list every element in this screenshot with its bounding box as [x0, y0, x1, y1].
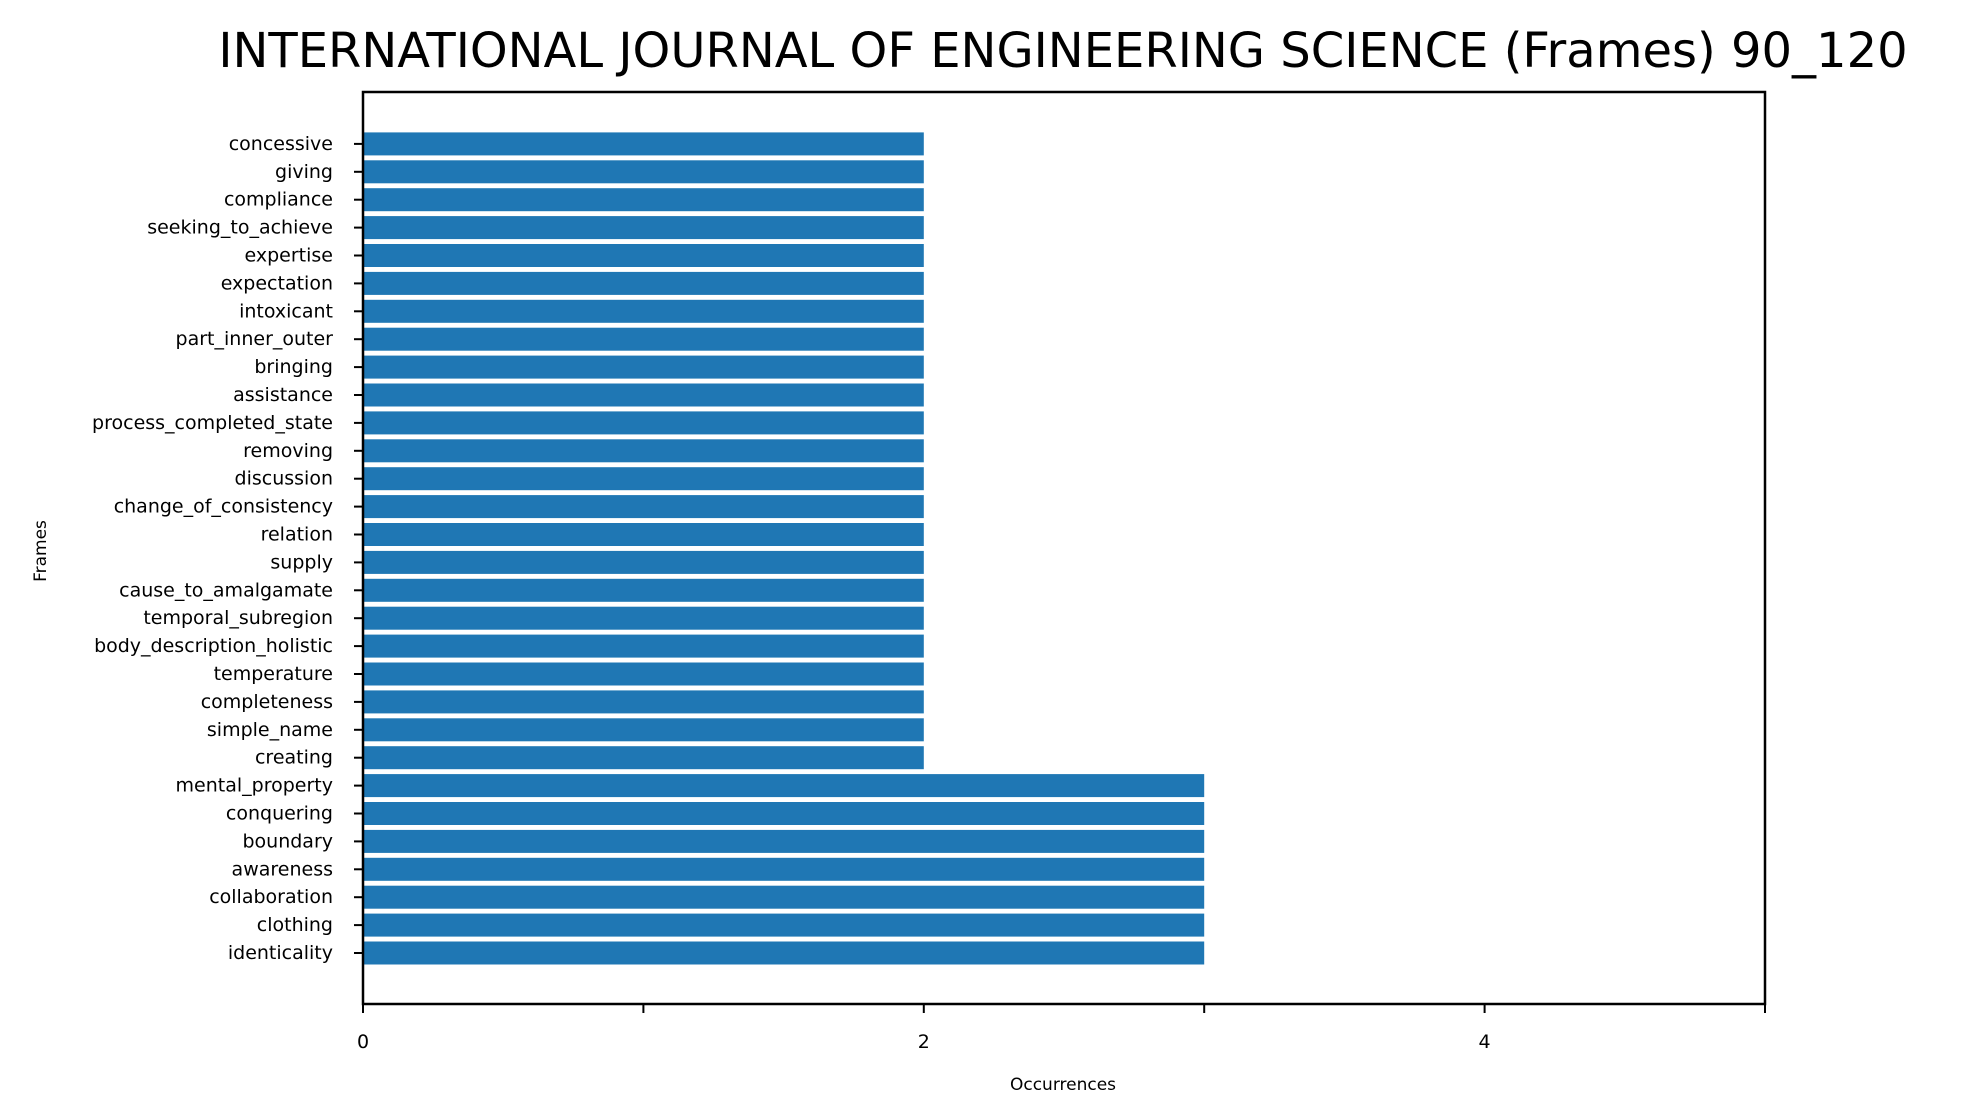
- y-tick-label-expectation: expectation: [221, 272, 333, 294]
- chart-title: INTERNATIONAL JOURNAL OF ENGINEERING SCI…: [218, 23, 1907, 79]
- bar-conquering: [363, 802, 1205, 825]
- bar-expectation: [363, 271, 924, 295]
- bar-giving: [363, 160, 924, 184]
- bar-clothing: [363, 913, 1205, 937]
- x-tick-label-2: 2: [918, 1031, 930, 1053]
- y-tick-label-discussion: discussion: [235, 468, 333, 490]
- bar-process_completed_state: [363, 411, 924, 435]
- y-tick-label-seeking_to_achieve: seeking_to_achieve: [147, 217, 333, 239]
- y-tick-label-simple_name: simple_name: [207, 719, 333, 741]
- y-tick-label-concessive: concessive: [229, 133, 333, 155]
- y-tick-label-clothing: clothing: [257, 914, 333, 936]
- y-tick-label-body_description_holistic: body_description_holistic: [94, 635, 333, 657]
- y-tick-label-removing: removing: [243, 440, 333, 462]
- y-tick-label-cause_to_amalgamate: cause_to_amalgamate: [119, 579, 333, 601]
- y-tick-label-change_of_consistency: change_of_consistency: [114, 496, 333, 518]
- y-ticks-group: identicality clothing collaboration awarene…: [92, 133, 363, 964]
- bar-cause_to_amalgamate: [363, 578, 924, 602]
- bar-assistance: [363, 383, 924, 407]
- bar-relation: [363, 523, 924, 546]
- y-tick-label-mental_property: mental_property: [176, 775, 333, 797]
- y-tick-label-boundary: boundary: [242, 830, 333, 852]
- bar-discussion: [363, 467, 924, 491]
- bar-mental_property: [363, 774, 1205, 798]
- y-tick-label-process_completed_state: process_completed_state: [92, 412, 333, 434]
- x-axis-label: Occurrences: [1010, 1075, 1116, 1095]
- y-tick-label-supply: supply: [270, 551, 333, 573]
- y-tick-label-bringing: bringing: [254, 356, 333, 378]
- bar-part_inner_outer: [363, 327, 924, 351]
- bar-expertise: [363, 244, 924, 267]
- bar-creating: [363, 746, 924, 770]
- bar-simple_name: [363, 718, 924, 742]
- bar-compliance: [363, 188, 924, 212]
- bar-collaboration: [363, 885, 1205, 909]
- bar-removing: [363, 439, 924, 463]
- y-tick-label-conquering: conquering: [226, 803, 333, 825]
- y-tick-label-assistance: assistance: [233, 384, 333, 406]
- y-tick-label-compliance: compliance: [224, 189, 333, 211]
- bar-temporal_subregion: [363, 606, 924, 630]
- bar-body_description_holistic: [363, 634, 924, 658]
- y-tick-label-temporal_subregion: temporal_subregion: [143, 607, 333, 629]
- y-tick-label-relation: relation: [261, 524, 333, 546]
- bar-supply: [363, 550, 924, 574]
- bar-completeness: [363, 690, 924, 714]
- bar-change_of_consistency: [363, 495, 924, 519]
- y-tick-label-temperature: temperature: [214, 663, 333, 685]
- bar-intoxicant: [363, 299, 924, 323]
- y-tick-label-giving: giving: [275, 161, 333, 183]
- x-tick-label-4: 4: [1479, 1031, 1491, 1053]
- y-tick-label-collaboration: collaboration: [209, 886, 333, 908]
- y-tick-label-part_inner_outer: part_inner_outer: [176, 328, 334, 350]
- bar-seeking_to_achieve: [363, 216, 924, 240]
- y-tick-label-expertise: expertise: [245, 245, 333, 267]
- bar-boundary: [363, 829, 1205, 853]
- y-tick-label-awareness: awareness: [232, 858, 333, 880]
- y-tick-label-identicality: identicality: [228, 942, 333, 964]
- x-ticks-group: 0 2 4: [357, 1004, 1766, 1053]
- bar-concessive: [363, 132, 924, 156]
- bar-bringing: [363, 355, 924, 379]
- plot-frame: [361, 90, 1767, 1006]
- y-axis-label: Frames: [31, 520, 51, 582]
- bar-identicality: [363, 941, 1205, 965]
- y-tick-label-completeness: completeness: [201, 691, 333, 713]
- bar-temperature: [363, 662, 924, 686]
- bars-group: [363, 132, 1205, 965]
- y-tick-label-intoxicant: intoxicant: [239, 300, 333, 322]
- bar-awareness: [363, 857, 1205, 881]
- x-tick-label-0: 0: [357, 1031, 369, 1053]
- y-tick-label-creating: creating: [255, 747, 333, 769]
